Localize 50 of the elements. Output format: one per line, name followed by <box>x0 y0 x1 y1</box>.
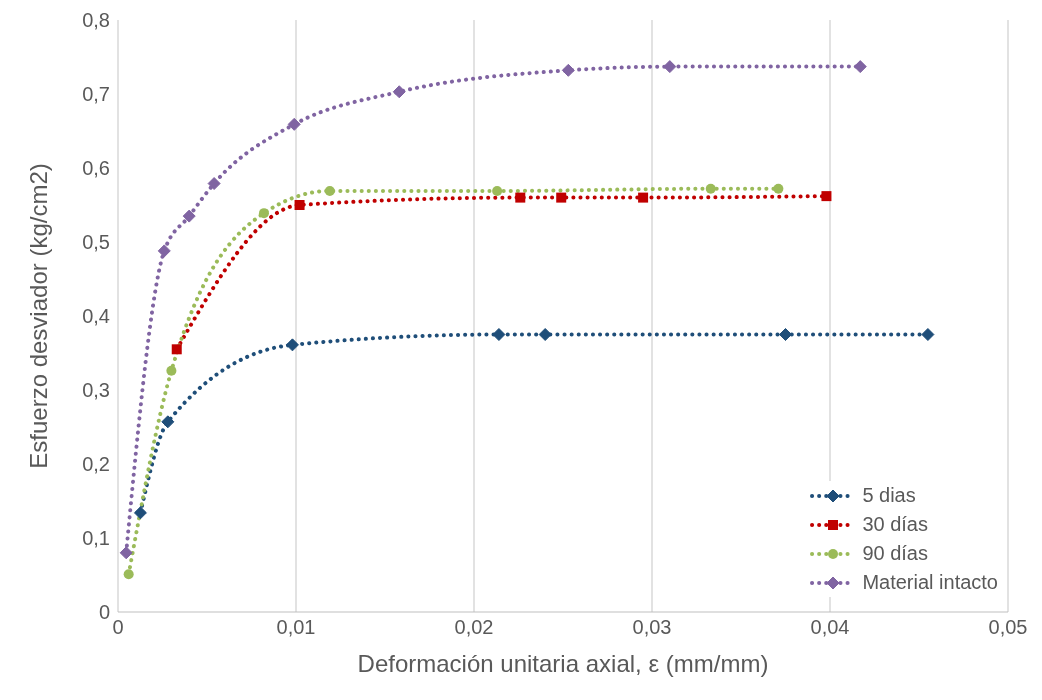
legend-label: 5 dias <box>862 484 916 507</box>
x-tick-label: 0,02 <box>454 616 494 639</box>
y-tick-label: 0,5 <box>82 231 110 254</box>
point <box>773 183 784 194</box>
point <box>921 328 935 341</box>
point <box>171 344 182 355</box>
point <box>287 117 301 131</box>
point <box>779 328 792 341</box>
y-tick-label: 0,7 <box>82 83 110 106</box>
point <box>663 60 677 74</box>
x-tick-label: 0,03 <box>632 616 672 639</box>
point <box>294 200 305 210</box>
y-tick-label: 0 <box>98 601 110 624</box>
y-tick-label: 0,3 <box>82 379 110 402</box>
point <box>166 365 177 376</box>
y-tick-label: 0,6 <box>82 157 110 180</box>
x-tick-label: 0,04 <box>810 616 850 639</box>
point <box>119 546 133 560</box>
point <box>515 192 526 203</box>
point <box>133 506 147 520</box>
point <box>538 328 552 341</box>
point <box>638 192 649 203</box>
x-tick-label: 0,01 <box>276 616 316 639</box>
point <box>556 192 567 203</box>
point <box>821 191 832 202</box>
legend-label: Material intacto <box>862 571 998 594</box>
point <box>207 177 221 191</box>
point <box>157 244 171 258</box>
x-axis-title: Deformación unitaria axial, ε (mm/mm) <box>357 650 769 677</box>
point <box>123 569 134 580</box>
y-tick-label: 0,4 <box>82 305 110 328</box>
point <box>853 60 867 74</box>
point <box>258 208 269 219</box>
y-tick-label: 0,1 <box>82 527 110 550</box>
x-tick-label: 0 <box>112 616 124 639</box>
point <box>492 328 506 341</box>
y-tick-label: 0,8 <box>82 9 110 32</box>
y-tick-label: 0,2 <box>82 453 110 476</box>
x-tick-label: 0,05 <box>988 616 1028 639</box>
point <box>324 185 335 196</box>
point <box>285 338 299 352</box>
point <box>392 85 406 99</box>
point <box>182 209 196 223</box>
legend-label: 90 días <box>862 542 928 565</box>
point <box>492 185 503 196</box>
y-axis-title: Esfuerzo desviador (kg/cm2) <box>24 163 52 469</box>
point <box>161 415 175 429</box>
legend-label: 30 días <box>862 513 928 536</box>
point <box>705 183 716 194</box>
point <box>561 63 575 77</box>
